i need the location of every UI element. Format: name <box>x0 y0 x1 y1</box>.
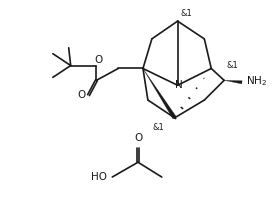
Text: &1: &1 <box>226 62 238 71</box>
Text: &1: &1 <box>181 9 192 18</box>
Text: NH$_2$: NH$_2$ <box>246 74 267 88</box>
Text: O: O <box>94 55 102 65</box>
Text: O: O <box>134 134 142 143</box>
Text: O: O <box>78 90 86 100</box>
Text: N: N <box>175 80 183 90</box>
Text: HO: HO <box>91 172 107 182</box>
Text: &1: &1 <box>153 123 165 132</box>
Polygon shape <box>224 80 242 84</box>
Polygon shape <box>143 68 176 119</box>
